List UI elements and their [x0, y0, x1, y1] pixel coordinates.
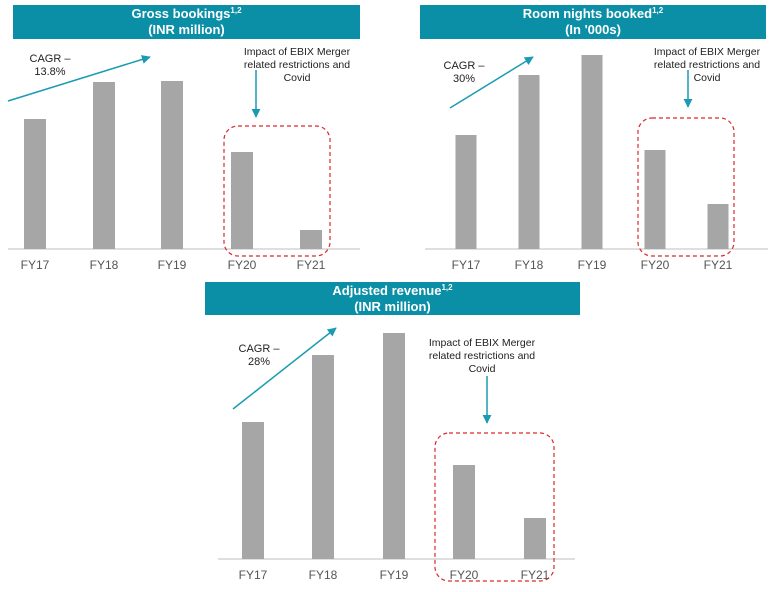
revenue-impact-line-2: related restrictions and: [429, 350, 535, 362]
rooms-cagr-arrow: [449, 56, 534, 109]
revenue-cagr-line-1: CAGR –: [239, 343, 281, 355]
rooms-impact-highlight-box: [637, 117, 735, 257]
gross-tick-label-fy21: FY21: [297, 258, 326, 272]
revenue-cagr-arrow: [232, 327, 337, 410]
chart1-title-superscript: 1,2: [230, 6, 242, 15]
chart1-title: Gross bookings: [131, 6, 231, 21]
rooms-tick-label-fy20: FY20: [641, 258, 670, 272]
rooms-tick-label-fy19: FY19: [578, 258, 607, 272]
gross-impact-line-1: Impact of EBIX Merger: [244, 46, 351, 58]
chart2-subtitle: (In '000s): [565, 22, 621, 37]
rooms-tick-label-fy21: FY21: [704, 258, 733, 272]
revenue-bar-fy20: [453, 465, 475, 559]
rooms-tick-label-fy17: FY17: [452, 258, 481, 272]
revenue-bar-fy18: [312, 355, 334, 559]
chart3-title-superscript: 1,2: [441, 283, 453, 292]
revenue-impact-note: Impact of EBIX Merger related restriction…: [429, 337, 536, 375]
gross-tick-label-fy20: FY20: [228, 258, 257, 272]
gross-tick-label-fy17: FY17: [21, 258, 50, 272]
rooms-bar-fy21: [707, 204, 729, 249]
rooms-impact-line-1: Impact of EBIX Merger: [654, 46, 761, 58]
rooms-cagr-label: CAGR –30%: [444, 60, 486, 85]
rooms-bar-fy19: [581, 55, 603, 249]
revenue-cagr-line-2: 28%: [248, 356, 270, 368]
gross-cagr-line-2: 13.8%: [34, 66, 65, 78]
gross-impact-highlight-box: [223, 125, 331, 257]
chart1-subtitle: (INR million): [148, 22, 225, 37]
rooms-tick-label-fy18: FY18: [515, 258, 544, 272]
rooms-impact-line-3: Covid: [694, 72, 721, 84]
gross-tick-label-fy19: FY19: [158, 258, 187, 272]
revenue-tick-label-fy21: FY21: [521, 568, 550, 582]
revenue-impact-line-1: Impact of EBIX Merger: [429, 337, 536, 349]
gross-cagr-arrow: [7, 55, 151, 102]
revenue-bar-fy21: [524, 518, 546, 559]
chart3-title: Adjusted revenue: [332, 283, 442, 298]
gross-impact-note: Impact of EBIX Merger related restriction…: [244, 46, 351, 84]
chart3-subtitle: (INR million): [354, 299, 431, 314]
rooms-bar-fy20: [644, 150, 666, 249]
rooms-bar-fy18: [518, 75, 540, 249]
gross-bar-fy17: [24, 119, 46, 249]
chart1-banner: Gross bookings1,2 (INR million): [13, 5, 360, 39]
revenue-tick-label-fy18: FY18: [309, 568, 338, 582]
revenue-bar-fy19: [383, 333, 405, 559]
gross-impact-line-2: related restrictions and: [244, 59, 350, 71]
gross-cagr-label: CAGR –13.8%: [30, 53, 72, 78]
revenue-impact-line-3: Covid: [469, 363, 496, 375]
revenue-tick-label-fy17: FY17: [239, 568, 268, 582]
gross-bar-fy20: [231, 152, 253, 249]
revenue-cagr-label: CAGR –28%: [239, 343, 281, 368]
chart2-title-superscript: 1,2: [652, 6, 664, 15]
revenue-tick-label-fy20: FY20: [450, 568, 479, 582]
chart2-title: Room nights booked: [522, 6, 653, 21]
gross-bar-fy21: [300, 230, 322, 249]
revenue-bar-fy17: [242, 422, 264, 559]
gross-bar-fy18: [93, 82, 115, 249]
gross-bar-fy19: [161, 81, 183, 249]
gross-cagr-line-1: CAGR –: [30, 53, 72, 65]
rooms-bar-fy17: [455, 135, 477, 249]
rooms-impact-line-2: related restrictions and: [654, 59, 760, 71]
chart2-banner: Room nights booked1,2 (In '000s): [420, 5, 766, 39]
gross-impact-line-3: Covid: [284, 72, 311, 84]
revenue-tick-label-fy19: FY19: [380, 568, 409, 582]
gross-tick-label-fy18: FY18: [90, 258, 119, 272]
chart3-banner: Adjusted revenue1,2 (INR million): [205, 282, 580, 315]
revenue-impact-highlight-box: [434, 432, 555, 582]
rooms-cagr-line-2: 30%: [453, 73, 475, 85]
rooms-impact-note: Impact of EBIX Merger related restriction…: [654, 46, 761, 84]
rooms-cagr-line-1: CAGR –: [444, 60, 486, 72]
